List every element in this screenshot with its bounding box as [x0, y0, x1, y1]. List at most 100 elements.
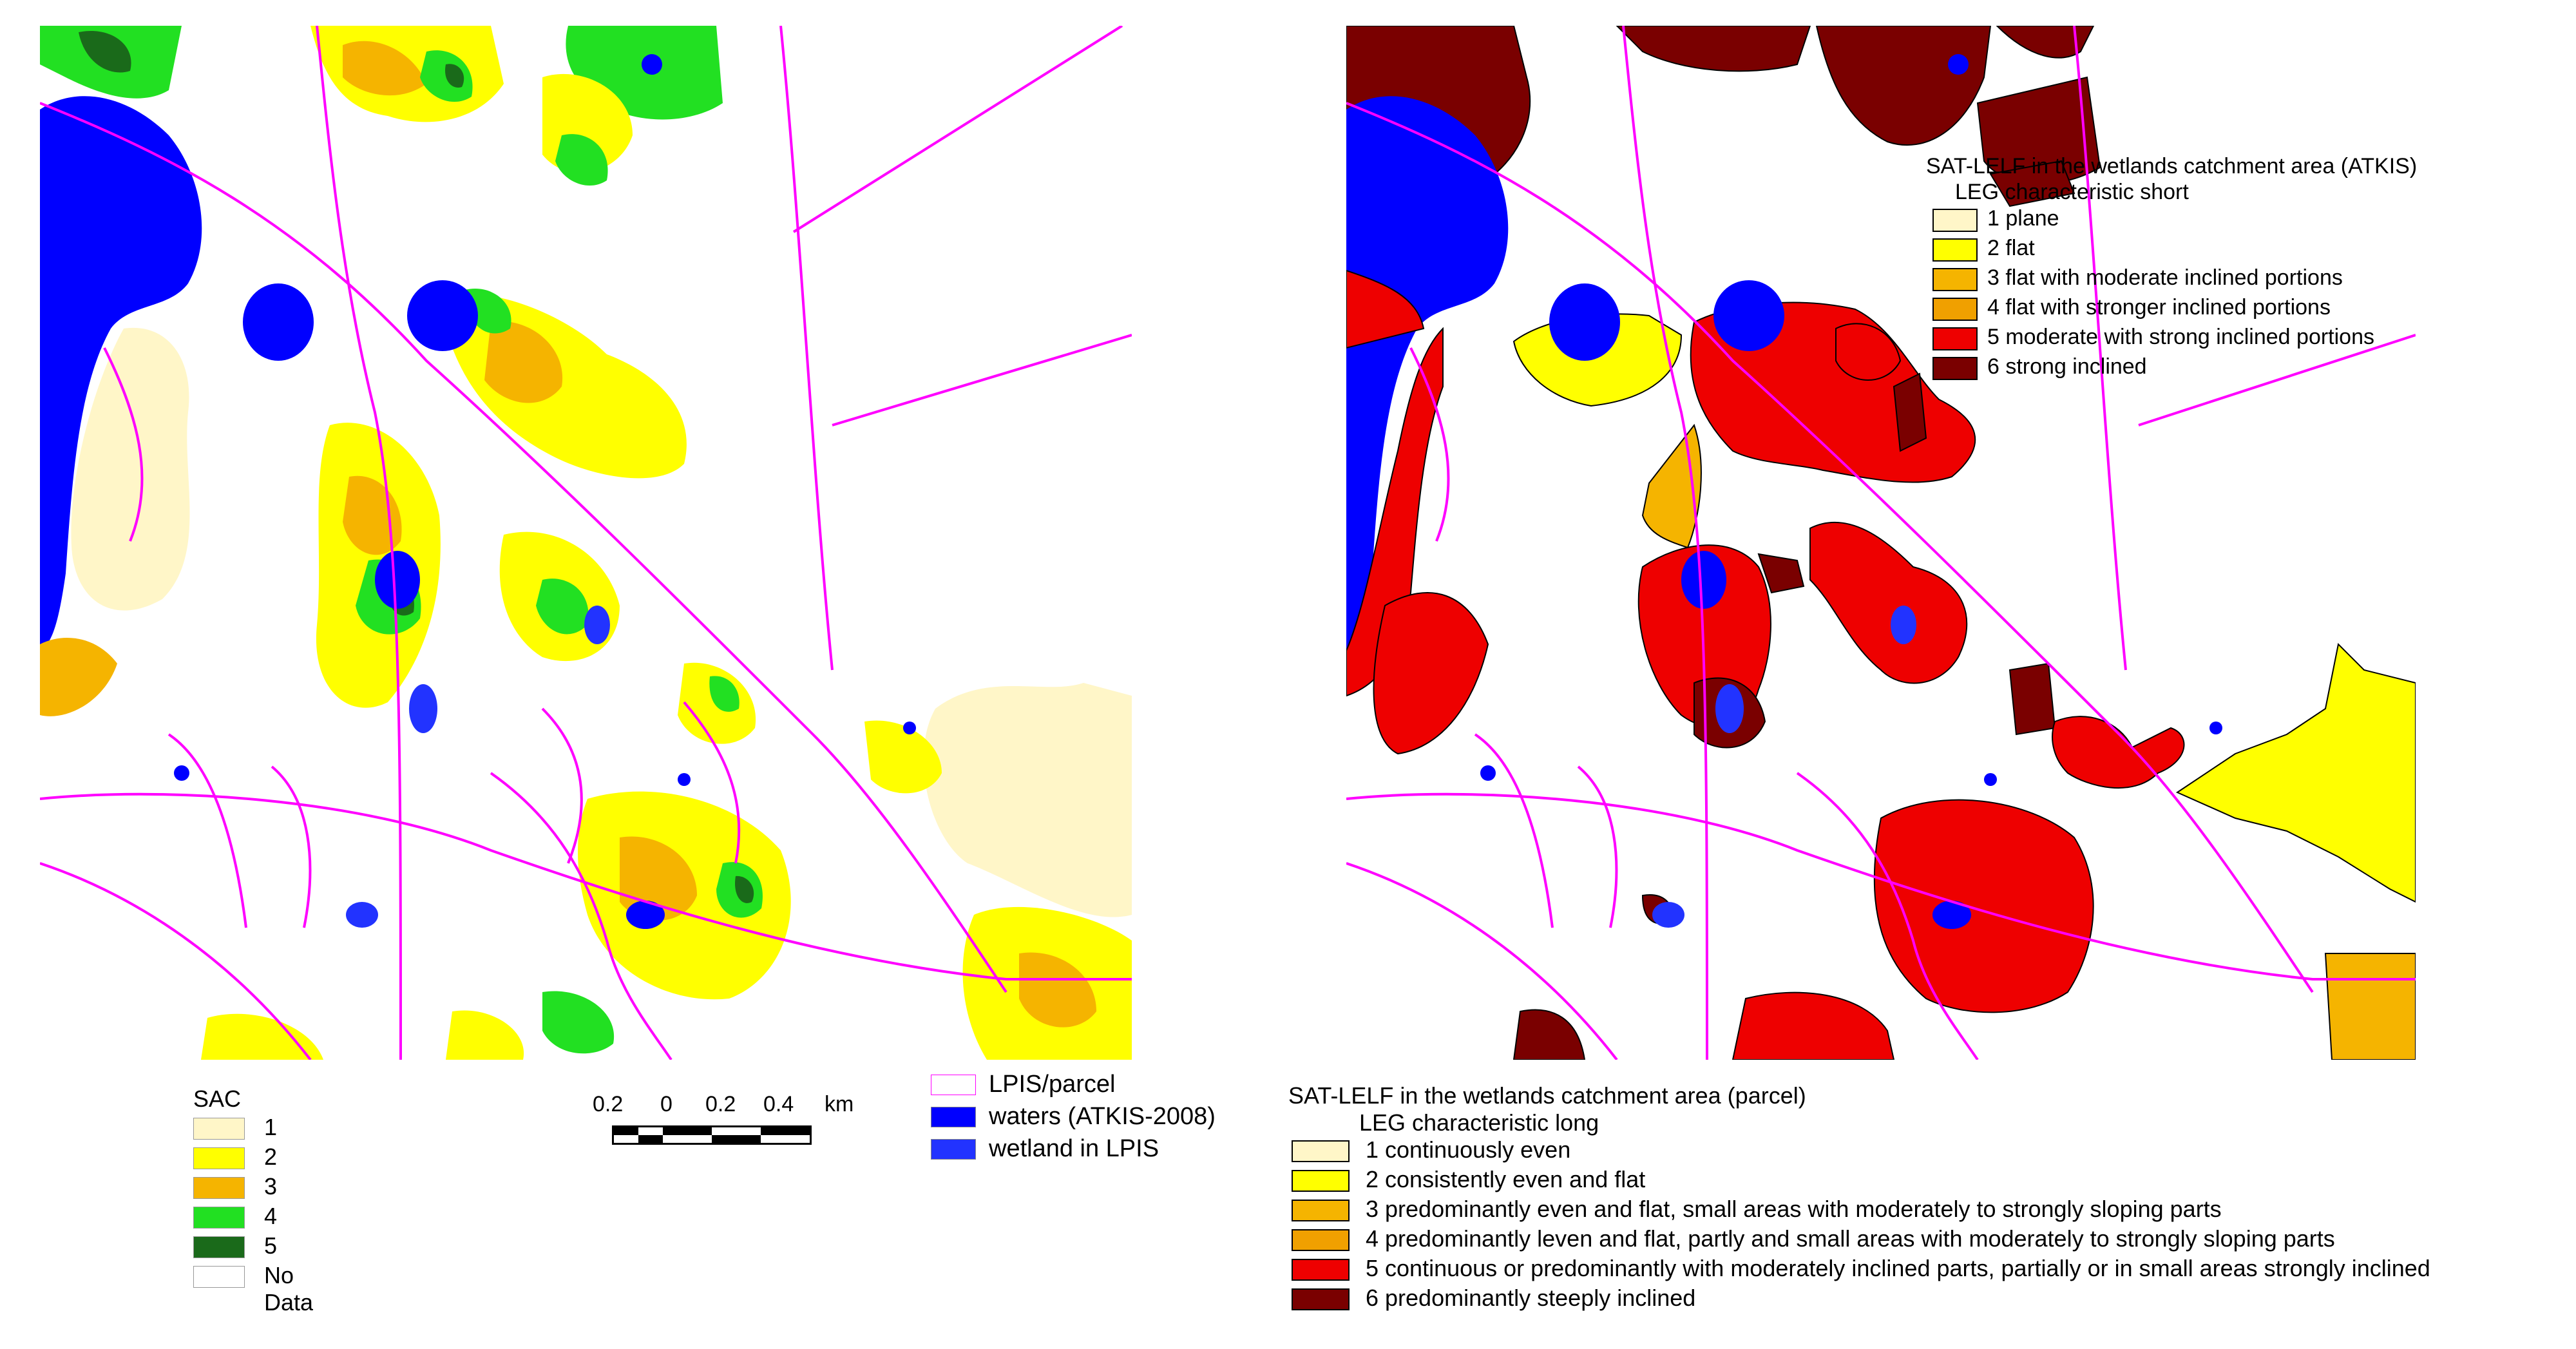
lelf-class-5-area: [1809, 521, 1968, 684]
legend-label: waters (ATKIS-2008): [989, 1103, 1216, 1130]
legend-swatch: [1292, 1288, 1350, 1310]
legend-swatch: [931, 1139, 976, 1160]
legend-item: No Data: [193, 1261, 313, 1316]
legend-label: 3 predominantly even and flat, small are…: [1366, 1196, 2222, 1222]
legend-label: 4 flat with stronger inclined portions: [1987, 295, 2331, 320]
scale-bar: 0.2 0 0.2 0.4 km: [593, 1092, 863, 1163]
legend-swatch: [1292, 1140, 1350, 1162]
legend-label: 1 continuously even: [1366, 1136, 1571, 1163]
sac-zone-1: [71, 327, 190, 611]
lelf-class-6-area: [1815, 26, 1992, 146]
legend-swatch: [193, 1118, 245, 1140]
legend-item: 3: [193, 1172, 277, 1201]
legend-item: 4 predominantly leven and flat, partly a…: [1288, 1225, 2335, 1255]
lelf-class-6-area: [1996, 26, 2095, 59]
lelf-class-3-area: [2324, 953, 2416, 1060]
scale-label: 0.2: [705, 1092, 736, 1116]
legend-label: 4: [264, 1203, 278, 1229]
legend-swatch: [1932, 357, 1978, 380]
lelf-class-5-area: [1732, 991, 1895, 1060]
legend-label: 1: [264, 1114, 278, 1140]
lelf-class-5-area: [1873, 799, 2094, 1013]
legend-swatch: [193, 1236, 245, 1258]
legend-label: 6 predominantly steeply inclined: [1366, 1285, 1696, 1311]
parcel-legend-subtitle: LEG characteristic long: [1359, 1109, 1599, 1136]
legend-label: 2 flat: [1987, 236, 2035, 260]
sac-legend-rows: 1 2 3 4 5 No Data: [193, 1113, 313, 1316]
sac-legend-title: SAC: [193, 1086, 242, 1112]
atkis-legend-title: SAT-LELF in the wetlands catchment area …: [1926, 154, 2418, 178]
lelf-class-6-area: [1616, 26, 1811, 72]
legend-label: 5: [264, 1232, 278, 1259]
legend-item: 2 consistently even and flat: [1288, 1166, 1806, 1196]
scale-label: 0.4: [763, 1092, 794, 1116]
lelf-class-6-area: [1893, 372, 1927, 452]
legend-swatch: [193, 1207, 245, 1229]
sac-cluster-top: [40, 26, 723, 186]
sac-map[interactable]: [40, 26, 1132, 1060]
legend-item: 3 predominantly even and flat, small are…: [1288, 1196, 2222, 1225]
lelf-class-6-area: [1989, 160, 2075, 207]
scale-unit: km: [825, 1092, 854, 1116]
sat-lelf-map-canvas: [1346, 26, 2416, 1060]
legend-label: 1 plane: [1987, 206, 2059, 231]
sac-map-canvas: [40, 26, 1132, 1060]
legend-item: 1 continuously even: [1288, 1136, 1806, 1166]
sat-lelf-map[interactable]: [1346, 26, 2416, 1060]
legend-swatch: [931, 1075, 976, 1095]
lake-waters: [1346, 96, 1509, 651]
legend-swatch: [1932, 298, 1978, 321]
scale-label: 0: [660, 1092, 673, 1116]
legend-item: 4 flat with stronger inclined portions: [1926, 294, 2417, 323]
legend-swatch: [1292, 1259, 1350, 1281]
legend-item: 1 plane: [1926, 205, 2417, 234]
legend-label: 3: [264, 1173, 278, 1200]
lelf-class-5-area: [1835, 323, 1902, 381]
parcel-legend: SAT-LELF in the wetlands catchment area …: [1288, 1082, 2430, 1314]
legend-swatch: [1932, 268, 1978, 291]
lelf-class-6-area: [1512, 1009, 1586, 1060]
legend-swatch: [1932, 209, 1978, 232]
legend-swatch: [1932, 327, 1978, 350]
scale-label: 0.2: [593, 1092, 624, 1116]
legend-swatch: [193, 1177, 245, 1199]
legend-item: 3 flat with moderate inclined portions: [1926, 264, 2417, 294]
legend-label: 2 consistently even and flat: [1366, 1166, 1646, 1192]
small-waters: [174, 54, 916, 929]
lelf-class-6-area: [1757, 553, 1805, 594]
lake-waters: [40, 96, 202, 651]
lelf-class-6-area: [2008, 662, 2056, 736]
legend-item: 2: [193, 1142, 277, 1172]
legend-item: 5 continuous or predominantly with moder…: [1288, 1255, 2430, 1285]
legend-swatch: [931, 1107, 976, 1127]
legend-label: 6 strong inclined: [1987, 354, 2147, 379]
legend-item: 5: [193, 1231, 277, 1261]
legend-swatch: [193, 1147, 245, 1169]
legend-swatch: [1292, 1170, 1350, 1192]
legend-label: 5 continuous or predominantly with moder…: [1366, 1255, 2430, 1281]
scale-bar-graphic: [612, 1125, 812, 1145]
legend-label: No Data: [264, 1262, 314, 1316]
legend-item: 6 strong inclined: [1926, 353, 2417, 383]
legend-label: LPIS/parcel: [989, 1071, 1116, 1098]
parcel-legend-title: SAT-LELF in the wetlands catchment area …: [1288, 1082, 1806, 1109]
small-waters: [1480, 54, 2222, 929]
legend-swatch: [193, 1266, 245, 1288]
atkis-legend: SAT-LELF in the wetlands catchment area …: [1926, 153, 2417, 383]
lelf-class-5-area: [1346, 269, 1425, 349]
legend-label: 2: [264, 1143, 278, 1170]
legend-swatch: [1292, 1229, 1350, 1251]
legend-item: 5 moderate with strong inclined portions: [1926, 323, 2417, 353]
legend-item: 1: [193, 1113, 277, 1142]
lpis-parcel-lines: [1346, 26, 2416, 1060]
atkis-legend-rows: 1 plane 2 flat 3 flat with moderate inclin…: [1926, 205, 2417, 383]
lelf-class-5-area: [1373, 592, 1489, 755]
wetlands-lpis: [1652, 606, 1916, 928]
legend-swatch: [1292, 1200, 1350, 1221]
wetlands-lpis: [346, 606, 610, 928]
sac-zone-1: [923, 683, 1132, 917]
lelf-class-3-area: [1641, 423, 1702, 549]
lelf-class-5-area: [2052, 716, 2185, 789]
legend-label: 5 moderate with strong inclined portions: [1987, 325, 2374, 349]
legend-item: 6 predominantly steeply inclined: [1288, 1285, 1806, 1314]
